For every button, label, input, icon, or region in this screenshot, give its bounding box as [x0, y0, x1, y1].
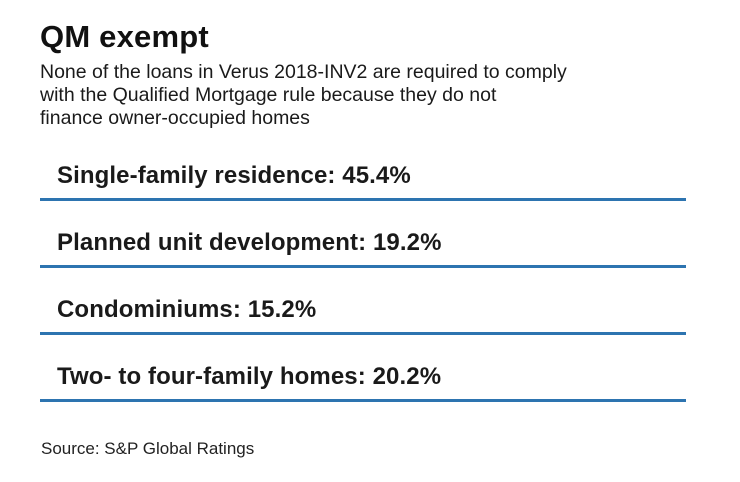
infographic-qm-exempt: QM exempt None of the loans in Verus 201…	[40, 19, 686, 458]
subtitle-line: with the Qualified Mortgage rule because…	[40, 84, 497, 106]
list-item-condominiums: Condominiums: 15.2%	[40, 294, 686, 335]
category-list: Single-family residence: 45.4% Planned u…	[40, 160, 686, 402]
page-title: QM exempt	[40, 19, 209, 54]
source-attribution: Source: S&P Global Ratings	[41, 439, 255, 458]
subtitle-line: None of the loans in Verus 2018-INV2 are…	[40, 61, 567, 83]
list-item-two-to-four-family: Two- to four-family homes: 20.2%	[40, 361, 686, 402]
chart-subtitle: None of the loans in Verus 2018-INV2 are…	[40, 61, 686, 130]
list-item-single-family: Single-family residence: 45.4%	[40, 160, 686, 201]
subtitle-line: finance owner-occupied homes	[40, 107, 310, 129]
list-item-planned-unit-development: Planned unit development: 19.2%	[40, 227, 686, 268]
